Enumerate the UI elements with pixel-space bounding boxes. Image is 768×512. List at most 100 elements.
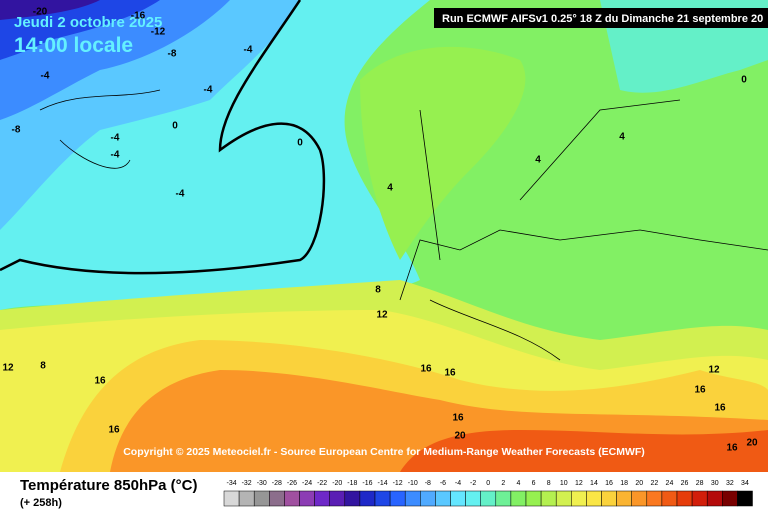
- legend-tick-label: 20: [635, 480, 643, 487]
- legend-tick-label: 30: [711, 480, 719, 487]
- legend-swatch: [404, 490, 421, 507]
- legend-tick-label: -22: [317, 480, 327, 487]
- copyright: Copyright © 2025 Meteociel.fr - Source E…: [123, 446, 645, 458]
- legend-tick-label: 28: [696, 480, 704, 487]
- contour-label: 0: [297, 138, 303, 149]
- legend-swatch: [676, 490, 693, 507]
- lead-time: (+ 258h): [20, 497, 62, 509]
- contour-label: 0: [741, 75, 747, 86]
- legend-tick-label: 0: [486, 480, 490, 487]
- legend-swatch: [389, 490, 406, 507]
- legend-swatch: [374, 490, 391, 507]
- legend-swatch: [314, 490, 330, 507]
- legend-tick-label: 32: [726, 480, 734, 487]
- zone-minus16: [0, 0, 100, 20]
- contour-label: -4: [204, 85, 213, 96]
- legend-swatch: [284, 490, 300, 507]
- legend-swatch: [616, 490, 632, 507]
- legend-tick-label: -2: [470, 480, 476, 487]
- contour-label: 12: [2, 363, 14, 374]
- contour-label: 16: [726, 443, 738, 454]
- legend-swatch: [420, 490, 436, 507]
- legend-swatch: [359, 490, 376, 507]
- contour-label: -8: [168, 49, 177, 60]
- contour-0: [0, 0, 326, 275]
- legend-tick-label: 18: [620, 480, 628, 487]
- legend-tick-label: -34: [226, 480, 236, 487]
- legend-tick-label: -32: [242, 480, 252, 487]
- legend-title: Température 850hPa (°C): [20, 477, 197, 494]
- legend-tick-label: -6: [440, 480, 446, 487]
- legend-tick-label: 10: [560, 480, 568, 487]
- contour-label: 16: [108, 425, 120, 436]
- contour-label: 8: [40, 361, 46, 372]
- contour-label: -16: [131, 11, 146, 22]
- legend-swatch: [238, 490, 255, 507]
- contour-label: 4: [619, 132, 625, 143]
- legend-swatch: [737, 490, 753, 507]
- legend-swatch: [571, 490, 587, 507]
- contour-label: 16: [452, 413, 464, 424]
- contour-label: 12: [708, 365, 720, 376]
- legend-tick-label: -10: [408, 480, 418, 487]
- contour-label: 16: [94, 376, 106, 387]
- legend-tick-label: -8: [425, 480, 431, 487]
- legend-tick-label: 6: [532, 480, 536, 487]
- legend-tick-label: -26: [287, 480, 297, 487]
- legend-swatch: [299, 490, 315, 507]
- legend-tick-label: -4: [455, 480, 461, 487]
- legend-swatch: [586, 490, 602, 507]
- contour-label: 20: [746, 438, 758, 449]
- coastlines: [399, 99, 768, 361]
- contour-label: 0: [172, 121, 178, 132]
- legend-swatch: [344, 490, 361, 507]
- zone-8-green: [360, 46, 526, 260]
- legend-tick-label: 8: [547, 480, 551, 487]
- legend-tick-label: 24: [666, 480, 674, 487]
- legend-tick-label: -14: [377, 480, 387, 487]
- run-info: Run ECMWF AIFSv1 0.25° 18 Z du Dimanche …: [442, 13, 763, 25]
- legend-swatch: [223, 490, 240, 507]
- greenland-coast: [39, 89, 161, 169]
- legend-tick-label: 12: [575, 480, 583, 487]
- legend-swatch: [555, 490, 572, 507]
- contour-label: 16: [714, 403, 726, 414]
- legend-swatch: [435, 490, 451, 507]
- contour-label: -12: [151, 27, 166, 38]
- legend-tick-label: -18: [347, 480, 357, 487]
- legend-swatch: [525, 490, 542, 507]
- contour-label: 4: [387, 183, 393, 194]
- legend-tick-label: -30: [257, 480, 267, 487]
- contour-label: -4: [111, 150, 120, 161]
- contour-label: -4: [244, 45, 253, 56]
- contour-label: -4: [111, 133, 120, 144]
- legend-swatch: [465, 490, 481, 507]
- contour-label: -8: [12, 125, 21, 136]
- legend-tick-label: 26: [681, 480, 689, 487]
- contour-label: -4: [176, 189, 185, 200]
- legend-tick-label: 4: [516, 480, 520, 487]
- contour-label: 16: [694, 385, 706, 396]
- contour-label: 20: [454, 431, 466, 442]
- contour-label: -20: [33, 7, 48, 18]
- legend-tick-label: 2: [501, 480, 505, 487]
- legend-tick-label: 22: [650, 480, 658, 487]
- legend-tick-label: -12: [393, 480, 403, 487]
- legend-swatch: [510, 490, 527, 507]
- date: Jeudi 2 octobre 2025: [14, 14, 162, 31]
- zone-24: [400, 430, 768, 472]
- legend-tick-label: 14: [590, 480, 598, 487]
- legend-swatch: [601, 490, 617, 507]
- legend-swatch: [661, 490, 678, 507]
- legend-swatch: [253, 490, 270, 507]
- legend-swatch: [480, 490, 497, 507]
- contour-label: 4: [535, 155, 541, 166]
- legend-swatch: [706, 490, 723, 507]
- legend-swatch: [722, 490, 738, 507]
- legend-tick-label: -20: [332, 480, 342, 487]
- legend-tick-label: 34: [741, 480, 749, 487]
- legend-tick-label: -16: [362, 480, 372, 487]
- legend-swatch: [450, 490, 466, 507]
